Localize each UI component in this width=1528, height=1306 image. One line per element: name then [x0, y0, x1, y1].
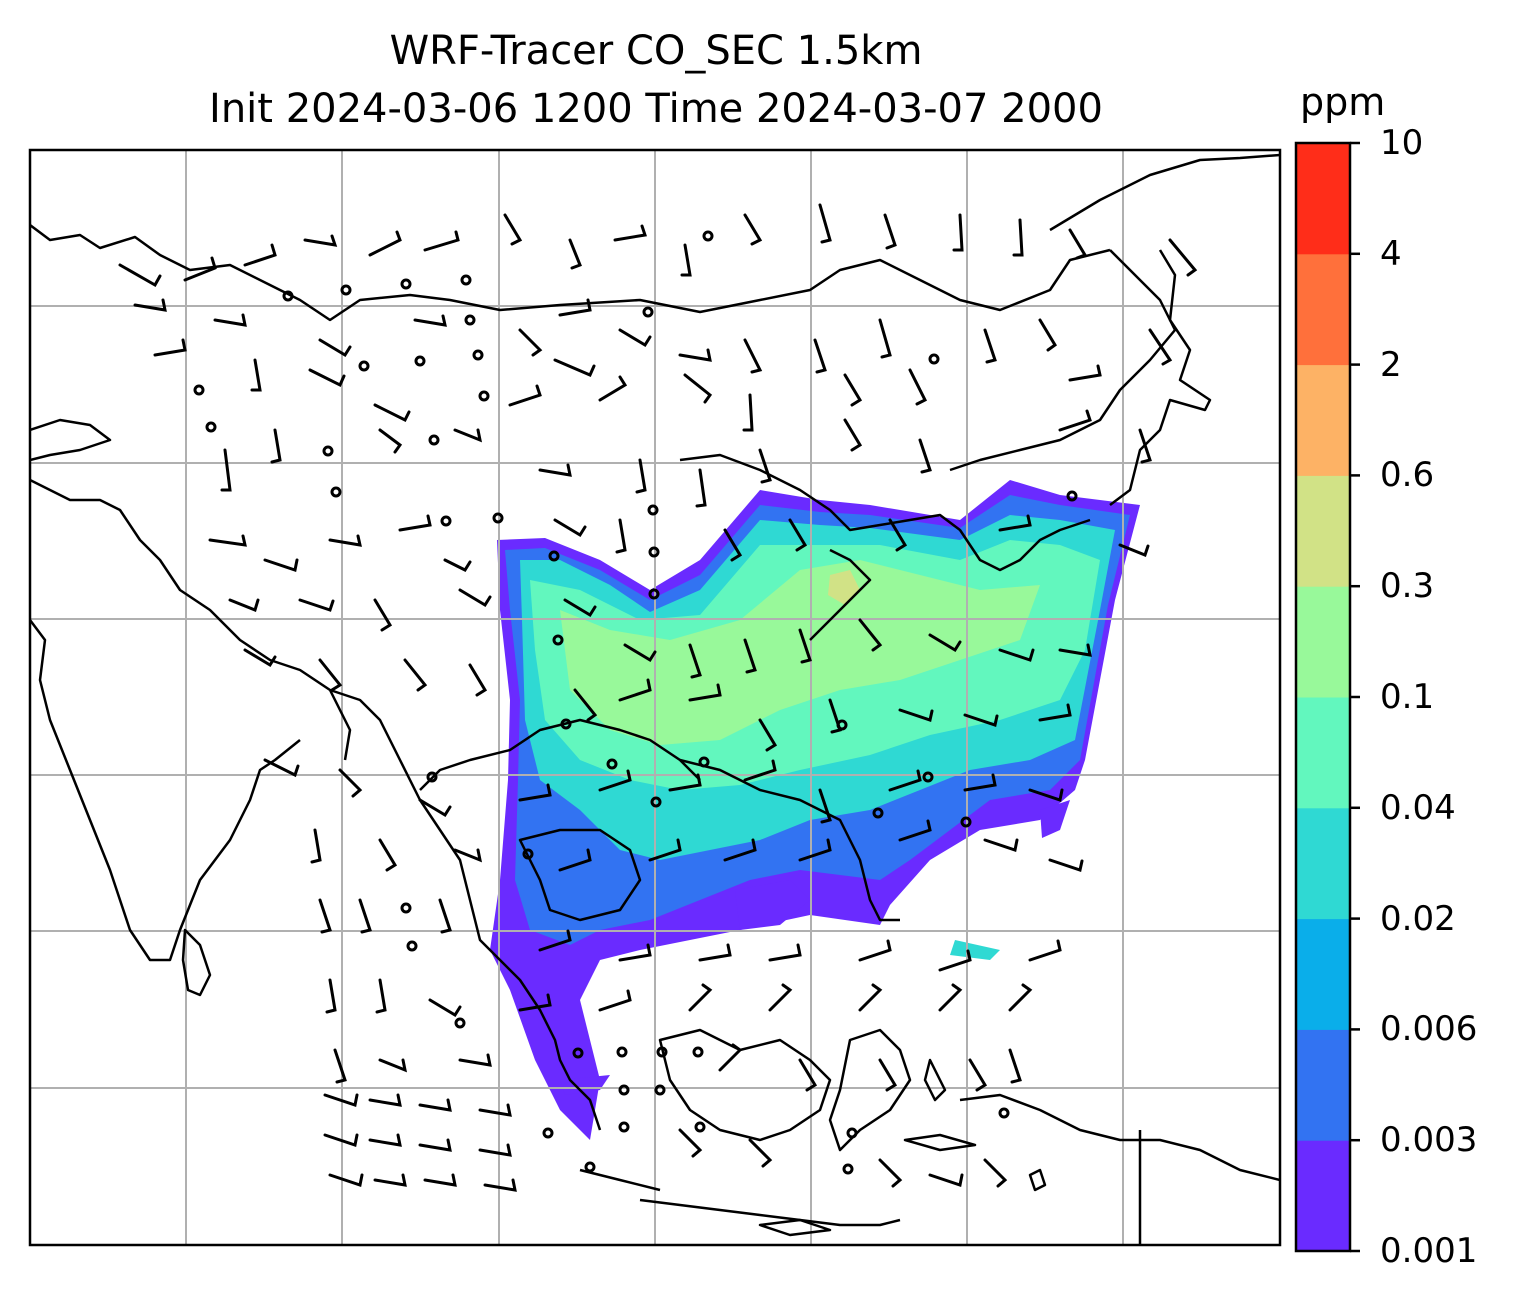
colorbar-segment [1296, 253, 1350, 366]
colorbar-segment [1296, 1140, 1350, 1252]
colorbar-segment [1296, 807, 1350, 920]
colorbar-segment [1296, 586, 1350, 698]
map-frame [28, 148, 1282, 1247]
colorbar [1294, 141, 1360, 1253]
colorbar-tick-label: 2 [1380, 344, 1402, 385]
colorbar-segment [1296, 475, 1350, 587]
wind-barbs [118, 203, 1198, 1192]
tracer-streak-1 [950, 940, 1000, 960]
colorbar-unit-label: ppm [1300, 80, 1386, 124]
tracer-patch-philippine [1040, 800, 1070, 838]
colorbar-tick-label: 0.001 [1380, 1231, 1478, 1271]
colorbar-tick-label: 0.02 [1380, 898, 1456, 939]
tracer-field [490, 480, 1140, 1140]
colorbar-tick-label: 10 [1380, 123, 1424, 163]
colorbar-tick-label: 0.006 [1380, 1009, 1478, 1050]
colorbar-segment [1296, 918, 1350, 1030]
colorbar-tick-label: 0.6 [1380, 455, 1435, 496]
colorbar-tick-label: 0.003 [1380, 1120, 1478, 1161]
tracer-patch-south [560, 1075, 610, 1095]
colorbar-segment [1296, 1029, 1350, 1141]
colorbar-segment [1296, 143, 1350, 255]
colorbar-segment [1296, 364, 1350, 476]
colorbar-tick-label: 0.04 [1380, 787, 1456, 828]
colorbar-tick-label: 4 [1380, 233, 1402, 274]
calm-wind-markers [193, 230, 1078, 1175]
colorbar-tick-label: 0.3 [1380, 566, 1435, 607]
colorbar-tick-label: 0.1 [1380, 677, 1435, 717]
chart-title-line2: Init 2024-03-06 1200 Time 2024-03-07 200… [209, 86, 1103, 132]
tracer-layer-0.1 [560, 560, 1040, 745]
tracer-patch-gulf [735, 880, 810, 930]
colorbar-segment [1296, 697, 1350, 809]
chart-title-line1: WRF-Tracer CO_SEC 1.5km [389, 28, 923, 74]
